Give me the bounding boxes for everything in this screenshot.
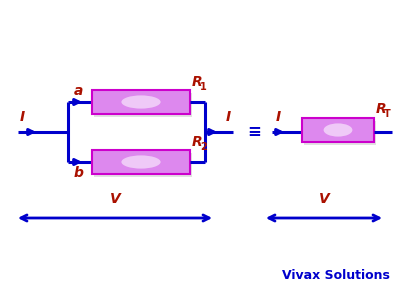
FancyBboxPatch shape xyxy=(304,121,376,145)
Text: 1: 1 xyxy=(200,82,207,92)
Text: V: V xyxy=(110,192,120,206)
FancyBboxPatch shape xyxy=(92,90,190,114)
Text: R: R xyxy=(376,102,387,116)
Text: Vivax Solutions: Vivax Solutions xyxy=(282,269,390,282)
Text: a: a xyxy=(74,84,83,98)
FancyBboxPatch shape xyxy=(92,150,190,174)
Text: I: I xyxy=(20,110,25,124)
Text: R: R xyxy=(192,75,203,89)
FancyBboxPatch shape xyxy=(94,92,192,116)
Ellipse shape xyxy=(324,123,352,136)
Text: b: b xyxy=(74,166,84,180)
Text: R: R xyxy=(192,135,203,149)
Text: I: I xyxy=(276,110,281,124)
FancyBboxPatch shape xyxy=(302,118,374,142)
Text: T: T xyxy=(384,109,391,119)
Text: 2: 2 xyxy=(200,142,207,152)
Ellipse shape xyxy=(122,155,160,169)
Text: I: I xyxy=(226,110,231,124)
FancyBboxPatch shape xyxy=(94,152,192,176)
Text: V: V xyxy=(319,192,329,206)
Text: ≡: ≡ xyxy=(247,123,261,141)
Ellipse shape xyxy=(122,95,160,109)
